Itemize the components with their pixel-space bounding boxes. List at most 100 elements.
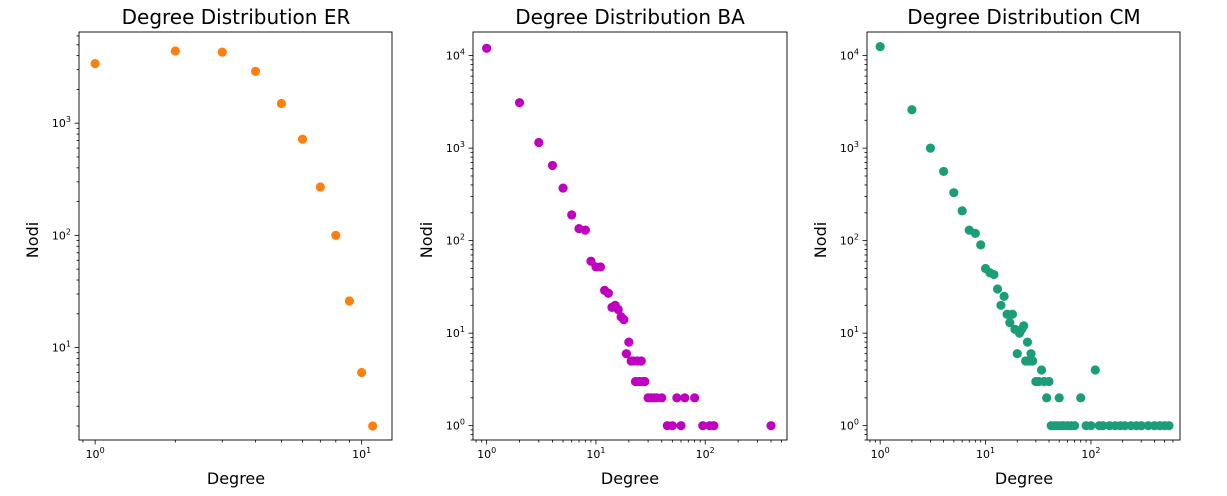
data-point-ba	[595, 262, 606, 272]
x-tick-label-ba: 101	[586, 446, 605, 461]
data-point-er	[297, 134, 308, 144]
data-point-ba	[621, 349, 632, 359]
y-tick-label-cm: 101	[840, 325, 859, 340]
data-point-ba	[690, 393, 700, 403]
data-point-cm	[957, 206, 967, 216]
data-point-ba	[676, 421, 686, 431]
data-point-cm	[1164, 421, 1174, 431]
x-tick-label-ba: 100	[477, 446, 496, 461]
data-point-cm	[1007, 309, 1018, 319]
data-point-cm	[925, 143, 936, 153]
data-point-cm	[1026, 349, 1036, 359]
data-point-ba	[709, 421, 719, 431]
data-point-cm	[1070, 421, 1080, 431]
plot-ba: Degree Distribution BA Degree Nodi 100 10…	[417, 5, 788, 488]
data-point-cm	[1044, 376, 1054, 387]
data-point-ba	[580, 225, 590, 235]
x-tick-label-cm: 100	[871, 446, 890, 461]
data-point-ba	[619, 315, 629, 325]
y-tick-label-er: 101	[52, 340, 71, 355]
y-tick-label-cm: 100	[840, 418, 859, 433]
data-point-cm	[1012, 349, 1022, 359]
data-point-er	[170, 46, 180, 56]
data-point-ba	[766, 421, 776, 431]
data-point-ba	[672, 393, 682, 403]
data-point-cm	[939, 166, 949, 177]
data-point-ba	[636, 356, 646, 366]
y-axis-label-ba: Nodi	[417, 222, 436, 258]
data-point-cm	[1005, 318, 1015, 328]
chart-title-er: Degree Distribution ER	[122, 5, 351, 29]
y-tick-label-ba: 104	[446, 48, 465, 63]
data-point-cm	[1090, 365, 1100, 375]
y-axis-label-er: Nodi	[23, 222, 42, 258]
y-tick-label-cm: 103	[840, 140, 859, 155]
x-axis-label-er: Degree	[207, 469, 265, 488]
plot-frame-cm	[866, 31, 1181, 441]
data-point-cm	[1022, 337, 1033, 347]
data-point-ba	[567, 210, 577, 220]
data-point-cm	[1076, 393, 1086, 403]
y-tick-label-ba: 100	[446, 418, 465, 433]
data-point-cm	[976, 240, 986, 250]
marks-er: 100 101 101 102 103	[52, 35, 378, 461]
data-point-ba	[534, 137, 544, 148]
data-point-cm	[992, 284, 1003, 294]
chart-title-ba: Degree Distribution BA	[515, 5, 745, 29]
y-tick-label-cm: 102	[840, 233, 859, 248]
x-tick-label-er: 101	[352, 446, 371, 461]
data-point-cm	[989, 269, 999, 280]
data-point-er	[344, 296, 355, 306]
data-point-er	[331, 230, 341, 240]
data-point-cm	[999, 291, 1009, 301]
y-tick-label-ba: 101	[446, 325, 465, 340]
plot-cm: Degree Distribution CM Degree Nodi 100 10…	[811, 5, 1181, 488]
y-tick-label-ba: 103	[446, 140, 465, 155]
y-tick-label-ba: 102	[446, 233, 465, 248]
plot-frame-er	[78, 31, 393, 441]
x-tick-label-cm: 101	[976, 446, 995, 461]
data-point-er	[276, 98, 287, 109]
data-point-cm	[1054, 393, 1064, 403]
x-axis-label-ba: Degree	[601, 469, 659, 488]
data-point-cm	[875, 42, 885, 52]
data-point-cm	[1086, 421, 1096, 431]
data-point-cm	[1019, 321, 1029, 331]
y-tick-label-cm: 104	[840, 48, 859, 63]
y-tick-label-er: 102	[52, 227, 71, 242]
data-point-cm	[907, 105, 917, 115]
data-point-er	[250, 66, 261, 76]
data-point-er	[315, 182, 325, 192]
marks-ba: 100 101 102 100 101 102 103 104	[446, 43, 783, 461]
y-axis-label-cm: Nodi	[811, 222, 830, 258]
plot-frame-ba	[472, 31, 788, 441]
x-tick-label-cm: 102	[1081, 446, 1100, 461]
data-point-cm	[970, 228, 980, 238]
data-point-ba	[698, 421, 708, 431]
data-point-ba	[667, 421, 677, 431]
data-point-ba	[603, 288, 613, 298]
x-tick-label-ba: 102	[696, 446, 715, 461]
data-point-er	[90, 58, 100, 69]
data-point-er	[368, 421, 378, 431]
data-point-cm	[1036, 365, 1047, 375]
data-point-ba	[613, 304, 623, 315]
data-point-ba	[514, 98, 525, 108]
data-point-er	[217, 47, 227, 57]
data-point-cm	[1098, 421, 1108, 431]
data-point-cm	[949, 188, 959, 198]
data-point-er	[357, 367, 367, 378]
y-tick-label-er: 103	[52, 115, 71, 130]
chart-title-cm: Degree Distribution CM	[907, 5, 1140, 29]
data-point-cm	[1042, 393, 1052, 403]
data-point-cm	[996, 300, 1006, 310]
marks-cm: 100 101 102 100 101 102 103 104	[840, 42, 1174, 461]
data-point-ba	[482, 43, 492, 53]
data-point-ba	[547, 160, 558, 171]
data-point-cm	[1028, 356, 1038, 366]
x-axis-label-cm: Degree	[995, 469, 1053, 488]
x-tick-label-er: 100	[86, 446, 105, 461]
plot-er: Degree Distribution ER Degree Nodi 100 10…	[23, 5, 393, 488]
data-point-ba	[624, 337, 634, 347]
